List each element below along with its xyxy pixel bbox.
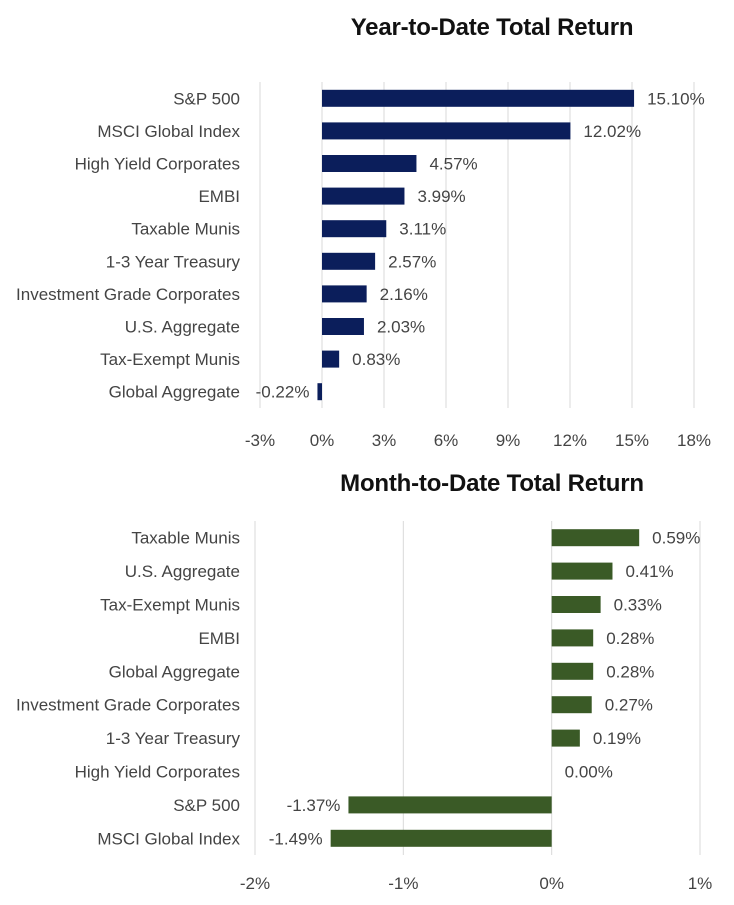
- data-label: 2.16%: [380, 285, 428, 304]
- bar: [322, 318, 364, 335]
- mtd-chart: Month-to-Date Total Return Taxable Munis…: [0, 462, 734, 902]
- data-label: -1.49%: [269, 829, 323, 848]
- category-label: Global Aggregate: [109, 662, 240, 681]
- bar: [322, 122, 571, 140]
- category-label: U.S. Aggregate: [125, 562, 240, 581]
- category-label: 1-3 Year Treasury: [106, 729, 241, 748]
- bar: [348, 796, 552, 814]
- data-label: 15.10%: [647, 89, 705, 108]
- data-label: 3.99%: [417, 187, 465, 206]
- data-label: 2.57%: [388, 252, 436, 271]
- data-label: 0.28%: [606, 662, 654, 681]
- data-label: -1.37%: [287, 796, 341, 815]
- data-label: 0.41%: [625, 562, 673, 581]
- tick-label: -1%: [388, 874, 418, 893]
- tick-label: 0%: [539, 874, 564, 893]
- category-label: S&P 500: [173, 796, 240, 815]
- data-label: 0.27%: [605, 696, 653, 715]
- bar: [322, 220, 387, 238]
- category-label: High Yield Corporates: [75, 763, 240, 782]
- data-label: 12.02%: [583, 122, 641, 141]
- ytd-chart-plot: S&P 500 15.10% MSCI Global Index 12.02% High…: [16, 82, 711, 450]
- bar: [322, 350, 340, 368]
- data-label: 0.19%: [593, 729, 641, 748]
- bar: [551, 596, 601, 613]
- bar: [322, 89, 635, 107]
- tick-label: -3%: [245, 431, 275, 450]
- data-label: 2.03%: [377, 318, 425, 337]
- data-label: 0.33%: [614, 596, 662, 615]
- tick-label: -2%: [240, 874, 270, 893]
- tick-label: 9%: [496, 431, 521, 450]
- category-label: MSCI Global Index: [97, 122, 240, 141]
- bar: [551, 729, 580, 747]
- category-label: EMBI: [198, 629, 240, 648]
- category-label: U.S. Aggregate: [125, 318, 240, 337]
- category-label: Global Aggregate: [109, 383, 240, 402]
- category-label: EMBI: [198, 187, 240, 206]
- chart-title: Month-to-Date Total Return: [340, 470, 644, 497]
- data-label: 4.57%: [429, 155, 477, 174]
- bar: [317, 383, 322, 401]
- tick-label: 1%: [688, 874, 713, 893]
- data-label: 0.59%: [652, 529, 700, 548]
- tick-label: 0%: [310, 431, 335, 450]
- chart-title: Year-to-Date Total Return: [350, 14, 634, 41]
- data-label: 3.11%: [399, 220, 446, 239]
- bar: [322, 187, 405, 205]
- bar: [551, 562, 613, 580]
- category-label: Investment Grade Corporates: [16, 696, 240, 715]
- bar: [322, 252, 376, 270]
- category-label: 1-3 Year Treasury: [106, 252, 241, 271]
- tick-label: 15%: [615, 431, 649, 450]
- category-label: Taxable Munis: [131, 220, 240, 239]
- data-label: 0.00%: [565, 763, 613, 782]
- data-label: 0.83%: [352, 350, 400, 369]
- category-label: Investment Grade Corporates: [16, 285, 240, 304]
- bar: [330, 829, 552, 847]
- category-label: Taxable Munis: [131, 529, 240, 548]
- data-label: 0.28%: [606, 629, 654, 648]
- bar: [551, 696, 592, 714]
- tick-label: 18%: [677, 431, 711, 450]
- category-label: Tax-Exempt Munis: [100, 596, 240, 615]
- tick-label: 12%: [553, 431, 587, 450]
- bar: [322, 285, 367, 303]
- tick-label: 6%: [434, 431, 459, 450]
- data-label: -0.22%: [256, 383, 310, 402]
- category-label: MSCI Global Index: [97, 829, 240, 848]
- mtd-chart-plot: Taxable Munis 0.59% U.S. Aggregate 0.41% Tax…: [16, 521, 713, 893]
- bar: [551, 629, 594, 647]
- bar: [551, 662, 594, 680]
- bar: [322, 155, 417, 172]
- category-label: High Yield Corporates: [75, 155, 240, 174]
- bar: [551, 529, 640, 547]
- ytd-chart: Year-to-Date Total Return S&P 500 15.10% M…: [16, 14, 711, 450]
- category-label: Tax-Exempt Munis: [100, 350, 240, 369]
- category-label: S&P 500: [173, 89, 240, 108]
- tick-label: 3%: [372, 431, 397, 450]
